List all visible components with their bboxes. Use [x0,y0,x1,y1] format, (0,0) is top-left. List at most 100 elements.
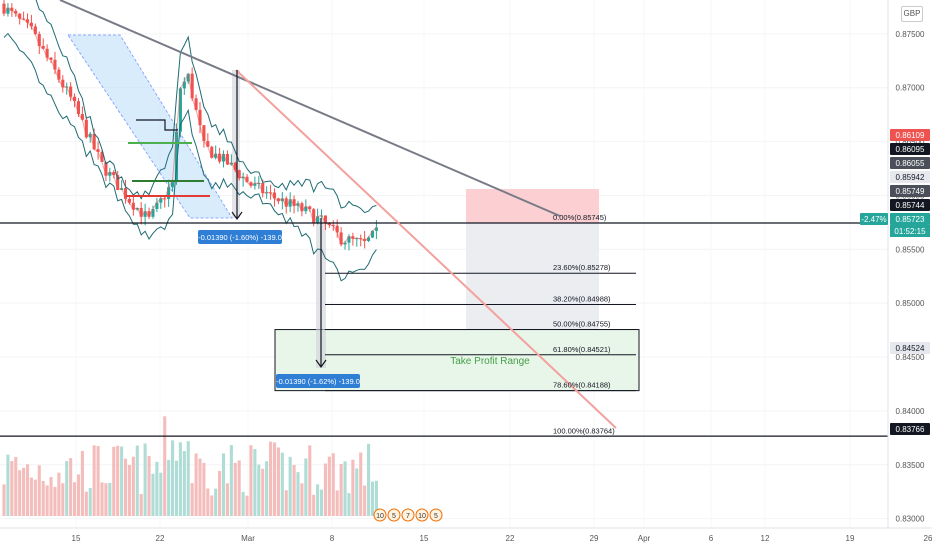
candle-body [316,216,320,223]
y-tick-label: 0.85500 [896,245,925,254]
volume-bar [22,467,26,516]
event-icon-label: 10 [376,513,384,520]
candle-body [131,202,135,210]
volume-bar [69,458,73,516]
candle-body [108,172,112,176]
volume-bar [249,445,253,516]
candle-body [339,232,343,245]
volume-bar [127,464,131,516]
price-tag-bg [890,199,930,211]
candle-body [96,149,100,152]
bollinger-upper [35,0,377,214]
volume-bar [190,483,194,516]
price-axis: 0.875000.870000.865000.860000.855000.850… [860,0,932,550]
volume-bar [131,456,135,516]
candle-body [304,206,308,212]
volume-bar [355,468,359,516]
candle-body [151,208,155,217]
event-icon-label: 5 [392,513,396,520]
volume-bar [123,458,128,516]
price-tag-label: 0.86055 [896,159,925,168]
candle-body [25,19,30,23]
candle-body [210,146,214,158]
volume-bar [143,443,147,516]
volume-bar [351,459,355,516]
volume-bar [276,447,280,516]
candle-body [159,198,163,203]
volume-bar [233,462,237,516]
volume-bar [84,491,88,516]
candle-body [370,230,375,238]
price-axis-bg [888,0,932,550]
fib-label: 78.60%(0.84188) [553,381,611,390]
candle-body [182,81,186,89]
drawing-labels: Take Profit Range 0.00%(0.85745) 23.60%(0.… [198,213,615,522]
candle-body [347,236,351,243]
fib-label: 0.00%(0.85745) [553,213,607,222]
volume-bar [182,451,186,516]
price-tag-label: 0.86109 [896,131,925,140]
x-tick-label: 22 [506,534,515,543]
candle-body [14,10,18,14]
volume-bar [159,472,163,516]
volume-bar [112,446,116,516]
volume-bar [6,454,10,516]
candle-body [284,198,288,207]
candle-body [280,198,284,202]
candle-body [300,203,304,212]
event-icon-label: 5 [434,513,438,520]
price-tag-label: 0.83766 [896,425,925,434]
volume-bar [92,445,96,516]
x-tick-label: 19 [846,534,855,543]
volume-bar [319,489,324,516]
volume-bar [347,493,351,516]
candle-body [61,79,65,88]
candle-body [92,133,96,150]
y-tick-label: 0.85000 [896,299,925,308]
volume-bar [284,490,288,516]
volume-bar [218,470,222,516]
candle-body [225,154,229,165]
price-tag-bg [890,157,930,169]
volume-bar [335,490,339,516]
volume-bar [151,473,155,516]
candle-body [335,225,339,233]
candle-body [37,34,41,46]
candle-body [116,175,120,190]
y-tick-label: 0.87000 [896,84,925,93]
volume-bar [100,482,104,516]
candle-body [233,162,237,171]
volume-bar [280,452,284,516]
volume-bar [265,461,269,516]
candle-body [167,187,171,199]
volume-bar [363,485,367,516]
take-profit-label: Take Profit Range [450,356,530,367]
candle-body [49,57,53,60]
candle-body [104,161,108,176]
fib-label: 38.20%(0.84988) [553,294,611,303]
volume-bar [88,488,92,516]
step-marker [136,119,178,131]
change-badge-bg [860,213,888,225]
candle-body [2,3,6,14]
candle-body [112,172,116,176]
volume-bar [304,458,308,516]
candle-body [147,211,151,217]
volume-bar [18,470,22,516]
bollinger-lower [3,32,377,282]
red-trendline [235,69,617,429]
fib-label: 61.80%(0.84521) [553,345,611,354]
candle-body [202,125,206,142]
price-tag-bg [890,342,930,354]
volume-bar [316,484,320,516]
candle-body [218,153,222,162]
y-tick-label: 0.86500 [896,138,925,147]
price-tag-label: 0.85749 [896,187,925,196]
volume-bar [120,446,124,516]
candle-body [221,154,226,162]
volume-bar [2,484,6,516]
volume-bar [253,448,257,516]
price-tag-bg [890,213,930,225]
